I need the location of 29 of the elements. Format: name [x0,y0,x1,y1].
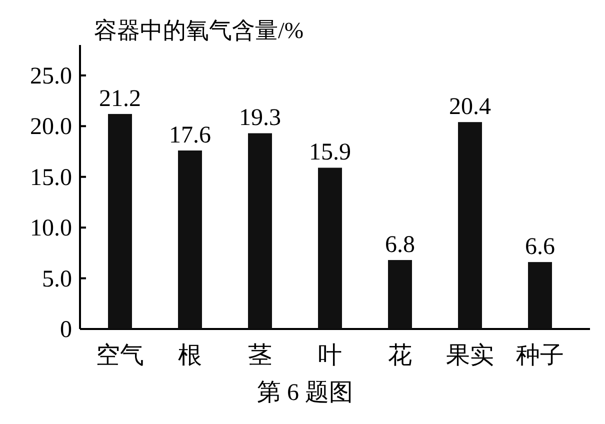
data-label: 6.6 [525,234,555,260]
y-tick-label: 25.0 [30,63,72,90]
x-tick-label: 叶 [318,343,342,369]
data-label: 20.4 [449,94,491,120]
bar [458,122,482,329]
text: 第 6 题图 [257,380,353,406]
x-tick-label: 果实 [446,342,494,369]
bar [108,114,132,329]
data-label: 15.9 [309,140,351,166]
x-tick-label: 空气 [96,342,144,369]
y-tick-label: 15.0 [30,164,72,191]
data-label: 21.2 [99,86,141,112]
bar [248,133,272,329]
bar [178,150,202,329]
y-tick-label: 5.0 [42,266,72,292]
data-label: 17.6 [169,122,211,148]
data-label: 6.8 [385,232,415,258]
bar [388,260,412,329]
x-tick-label: 种子 [516,343,564,369]
y-axis-title: 容器中的氧气含量/% [94,18,304,43]
data-label: 19.3 [239,105,281,132]
y-tick-label: 0 [60,317,72,343]
y-tick-label: 10.0 [30,216,72,242]
x-tick-label: 茎 [248,343,272,369]
x-tick-label: 根 [178,343,202,369]
y-tick-label: 20.0 [30,114,72,140]
bar [318,168,342,329]
x-tick-label: 花 [388,343,412,369]
bar [528,262,552,329]
